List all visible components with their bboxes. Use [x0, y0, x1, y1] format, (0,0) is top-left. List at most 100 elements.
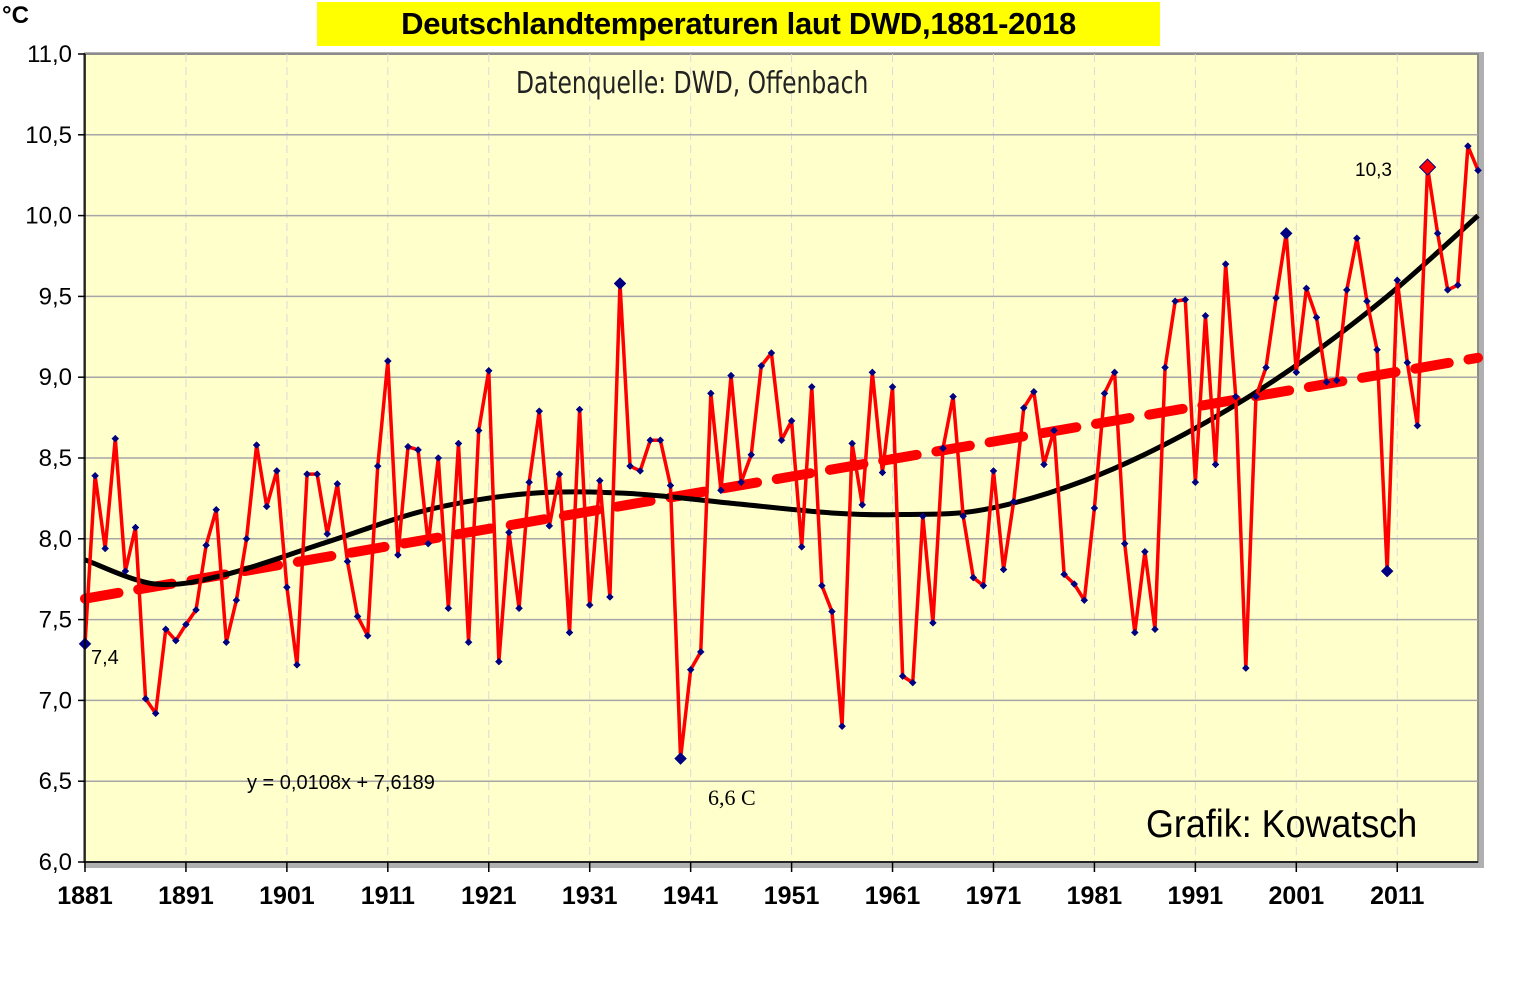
data-point-1941 — [686, 665, 695, 674]
horizontal-gridlines — [85, 134, 1478, 782]
data-point-1923 — [505, 528, 513, 537]
x-tick-label: 1991 — [1168, 882, 1224, 910]
data-point-1998 — [1262, 363, 1270, 372]
data-point-1953 — [807, 383, 816, 391]
data-point-1927 — [545, 522, 554, 530]
data-point-1922 — [495, 657, 503, 666]
data-point-1903 — [303, 470, 311, 479]
x-tick-label: 1891 — [158, 882, 214, 910]
data-point-1887 — [141, 694, 150, 703]
data-point-1968 — [959, 512, 968, 521]
y-tick-label: 9,0 — [39, 364, 72, 391]
data-point-2012 — [1403, 358, 1412, 367]
data-point-2000 — [1279, 227, 1293, 240]
credit-label: Grafik: Kowatsch — [1146, 803, 1418, 846]
data-point-1962 — [898, 672, 907, 681]
data-point-1897 — [242, 534, 251, 543]
x-tick-label: 1901 — [259, 882, 315, 910]
data-point-1958 — [858, 501, 867, 509]
y-axis-ticks: 6,0 6,5 7,0 7,5 8,0 8,5 9,0 9,5 10,0 10,5 11,0 — [25, 41, 85, 876]
data-point-1934 — [613, 277, 627, 290]
data-point-1949 — [767, 349, 776, 357]
data-point-1907 — [343, 557, 352, 566]
data-point-1961 — [888, 383, 897, 391]
data-point-1884 — [111, 434, 120, 443]
data-point-1969 — [969, 573, 978, 582]
data-point-1988 — [1161, 363, 1169, 372]
data-point-1912 — [394, 551, 402, 559]
data-point-1904 — [313, 470, 322, 479]
data-point-1913 — [404, 442, 412, 451]
data-point-1938 — [656, 436, 665, 445]
data-point-1906 — [333, 480, 342, 488]
data-point-1893 — [202, 541, 210, 550]
data-point-1940 — [674, 752, 687, 765]
data-point-1954 — [818, 581, 826, 590]
data-point-2005 — [1332, 376, 1341, 385]
data-point-1924 — [515, 604, 523, 613]
data-point-1930 — [575, 405, 584, 414]
data-point-1987 — [1151, 625, 1159, 634]
data-point-2014 — [1418, 158, 1437, 176]
data-point-1882 — [91, 471, 99, 480]
data-point-2011 — [1393, 276, 1402, 285]
start-value-label: 7,4 — [91, 647, 119, 669]
data-point-1972 — [999, 565, 1008, 574]
x-tick-label: 1911 — [361, 882, 415, 910]
data-point-1935 — [626, 462, 634, 470]
data-point-1926 — [535, 407, 544, 415]
data-point-1937 — [646, 436, 655, 445]
x-tick-label: 1921 — [461, 882, 517, 910]
data-point-1928 — [555, 470, 564, 479]
data-point-1917 — [444, 604, 453, 613]
data-point-1977 — [1050, 426, 1058, 435]
data-point-1979 — [1070, 580, 1079, 588]
linear-trend-line — [80, 352, 1483, 604]
data-point-1982 — [1100, 389, 1109, 398]
x-axis-ticks: 1881 1891 1901 1911 1921 1931 1941 1951 1961 1971… — [57, 862, 1424, 910]
data-point-2003 — [1312, 313, 1321, 322]
data-point-1898 — [252, 441, 261, 449]
data-point-1936 — [636, 467, 645, 475]
x-tick-label: 1931 — [562, 882, 618, 910]
data-point-1984 — [1120, 539, 1129, 548]
data-point-2019 — [1474, 166, 1482, 175]
data-point-1983 — [1110, 368, 1119, 377]
data-point-1943 — [706, 389, 715, 398]
data-point-1995 — [1231, 392, 1240, 401]
data-point-2013 — [1413, 421, 1422, 430]
x-tick-label: 1941 — [663, 882, 719, 910]
data-point-2001 — [1292, 368, 1301, 377]
data-point-1908 — [353, 612, 362, 621]
data-point-1894 — [212, 505, 221, 514]
x-tick-label: 2011 — [1370, 882, 1424, 910]
data-point-1911 — [383, 357, 392, 365]
data-point-1942 — [696, 648, 705, 656]
data-point-1956 — [838, 722, 846, 731]
data-point-2004 — [1322, 378, 1331, 386]
y-tick-label: 7,0 — [39, 687, 72, 714]
data-point-1966 — [939, 444, 947, 453]
data-point-2007 — [1353, 234, 1361, 243]
x-tick-label: 1971 — [966, 882, 1022, 910]
data-point-1951 — [787, 416, 796, 425]
data-point-1999 — [1272, 294, 1280, 302]
data-point-1889 — [161, 625, 170, 634]
data-point-1980 — [1080, 596, 1089, 605]
y-tick-label: 8,0 — [39, 526, 72, 553]
trend-equation-label: y = 0,0108x + 7,6189 — [247, 772, 435, 794]
data-point-1950 — [777, 436, 786, 445]
data-point-1978 — [1060, 570, 1068, 579]
data-point-1997 — [1252, 392, 1260, 401]
data-point-1986 — [1141, 547, 1149, 556]
data-point-1955 — [828, 607, 836, 616]
x-tick-label: 1981 — [1067, 882, 1123, 910]
data-point-2010 — [1380, 564, 1394, 578]
data-point-1945 — [727, 371, 735, 380]
x-tick-label: 1881 — [57, 882, 113, 910]
data-point-1989 — [1171, 297, 1180, 306]
data-point-1920 — [474, 426, 483, 435]
data-point-2002 — [1302, 284, 1311, 293]
y-tick-label: 6,5 — [39, 768, 72, 795]
